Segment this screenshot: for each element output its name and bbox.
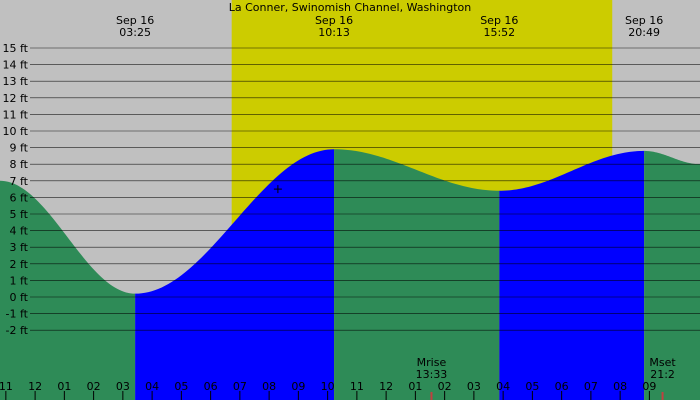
x-tick-label: 12	[379, 380, 393, 393]
y-tick-label: 6 ft	[10, 191, 29, 204]
x-tick-label: 09	[642, 380, 656, 393]
tide-date-label: Sep 16	[625, 14, 663, 27]
tide-time-label: 15:52	[483, 26, 515, 39]
falling-tide-segment	[0, 180, 136, 400]
y-tick-label: 4 ft	[10, 225, 29, 238]
x-tick-label: 08	[262, 380, 276, 393]
rising-tide-segment	[135, 149, 335, 400]
x-tick-label: 03	[467, 380, 481, 393]
x-tick-label: 01	[57, 380, 71, 393]
y-tick-label: 13 ft	[3, 75, 29, 88]
y-tick-label: 2 ft	[10, 258, 29, 271]
x-tick-label: 07	[233, 380, 247, 393]
falling-tide-segment	[334, 149, 500, 400]
y-tick-label: 3 ft	[10, 241, 29, 254]
chart-title: La Conner, Swinomish Channel, Washington	[229, 1, 472, 14]
tide-time-label: 10:13	[318, 26, 350, 39]
tide-areas	[0, 149, 700, 400]
y-tick-label: 1 ft	[10, 274, 29, 287]
y-tick-label: 9 ft	[10, 142, 29, 155]
rising-tide-segment	[499, 150, 645, 400]
y-tick-label: 14 ft	[3, 59, 29, 72]
gridlines	[30, 47, 700, 331]
x-tick-label: 04	[145, 380, 159, 393]
y-tick-label: 5 ft	[10, 208, 29, 221]
y-tick-label: 8 ft	[10, 158, 29, 171]
moon-event-label: Mrise	[417, 356, 447, 369]
y-tick-label: -2 ft	[6, 324, 29, 337]
moon-event-time: 13:33	[416, 368, 448, 381]
moon-event-label: Mset	[649, 356, 676, 369]
x-tick-label: 09	[291, 380, 305, 393]
y-tick-label: 12 ft	[3, 92, 29, 105]
tide-time-label: 03:25	[119, 26, 151, 39]
x-tick-label: 02	[438, 380, 452, 393]
y-tick-label: -1 ft	[6, 308, 29, 321]
y-tick-label: 15 ft	[3, 42, 29, 55]
tide-date-label: Sep 16	[315, 14, 353, 27]
x-tick-label: 05	[174, 380, 188, 393]
y-tick-label: 0 ft	[10, 291, 29, 304]
x-tick-label: 05	[525, 380, 539, 393]
x-tick-label: 01	[408, 380, 422, 393]
x-tick-label: 11	[0, 380, 13, 393]
x-tick-label: 04	[496, 380, 510, 393]
x-tick-label: 08	[613, 380, 627, 393]
moon-event-time: 21:2	[650, 368, 675, 381]
x-tick-label: 10	[321, 380, 335, 393]
x-axis-labels: 11 12 01 02 03 04 05 06 07 08 09 10 11 12 01 02 03 04 05 06…	[0, 380, 656, 400]
tide-date-label: Sep 16	[116, 14, 154, 27]
x-tick-label: 06	[555, 380, 569, 393]
x-tick-label: 02	[87, 380, 101, 393]
x-tick-label: 03	[116, 380, 130, 393]
x-tick-label: 12	[28, 380, 42, 393]
x-tick-label: 11	[350, 380, 364, 393]
y-tick-label: 11 ft	[3, 108, 29, 121]
y-tick-label: 7 ft	[10, 175, 29, 188]
y-axis-labels: 15 ft 14 ft 13 ft 12 ft 11 ft 10 ft 9 ft 8 ft 7 …	[3, 42, 29, 337]
tide-date-label: Sep 16	[480, 14, 518, 27]
falling-tide-segment	[644, 150, 700, 400]
x-tick-label: 07	[584, 380, 598, 393]
y-tick-label: 10 ft	[3, 125, 29, 138]
tide-time-label: 20:49	[628, 26, 660, 39]
x-tick-label: 06	[204, 380, 218, 393]
